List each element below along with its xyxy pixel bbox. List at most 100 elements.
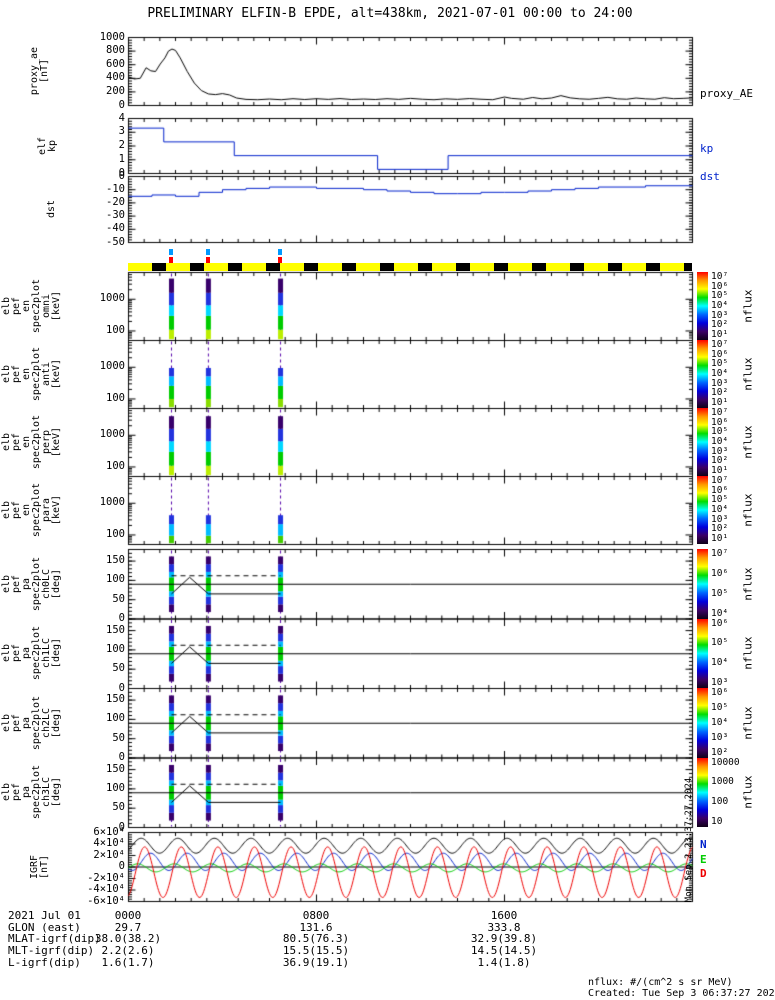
igrf-e-label: E bbox=[700, 853, 707, 866]
colorbar-tick-label: 10⁷ bbox=[711, 339, 729, 350]
colorbar-tick-label: 10⁷ bbox=[711, 271, 729, 282]
y-tick-label: 1 bbox=[118, 152, 125, 165]
colorbar-tick-label: 10³ bbox=[711, 445, 729, 457]
row-label: GLON (east) bbox=[8, 921, 81, 934]
y-tick-label: 4×10⁴ bbox=[93, 837, 125, 849]
colorbar-nflux-label: nflux bbox=[741, 636, 755, 670]
event-tick-blue bbox=[278, 249, 283, 255]
y-tick-label: 50 bbox=[112, 731, 125, 744]
y-tick-label: 2 bbox=[118, 139, 125, 151]
y-tick-label: 600 bbox=[106, 57, 125, 70]
colorbar-tick-label: 10000 bbox=[711, 756, 740, 768]
row-label: L-igrf(dip) bbox=[8, 956, 81, 969]
y-tick-label: 1000 bbox=[99, 360, 125, 373]
y-tick-label: -4×10⁴ bbox=[87, 883, 125, 895]
colorbar-tick-label: 10⁵ bbox=[711, 701, 729, 713]
colorbar-nflux-label: nflux bbox=[741, 775, 755, 809]
y-tick-label: -20 bbox=[106, 195, 125, 208]
colorbar-en_anti bbox=[697, 340, 708, 408]
y-tick-label: 100 bbox=[106, 573, 125, 586]
y-tick-label: 150 bbox=[106, 762, 125, 775]
y-tick-label: 100 bbox=[106, 323, 125, 336]
event-tick-red bbox=[205, 257, 210, 263]
row-label: MLT-igrf(dip) bbox=[8, 944, 95, 957]
colorbar-tick-label: 10³ bbox=[711, 513, 729, 525]
y-tick-label: 150 bbox=[106, 554, 125, 567]
colorbar-pa_ch3LC bbox=[697, 757, 708, 827]
colorbar-tick-label: 10⁴ bbox=[711, 300, 729, 311]
colorbar-tick-label: 10⁶ bbox=[711, 484, 729, 496]
y-tick-label: 0 bbox=[118, 751, 125, 763]
colorbar-tick-label: 10⁴ bbox=[711, 657, 729, 669]
y-tick-label: 800 bbox=[106, 44, 125, 57]
colorbar-nflux-label: nflux bbox=[741, 567, 755, 601]
colorbar-tick-label: 10² bbox=[711, 746, 729, 758]
colorbar-tick-label: 10¹ bbox=[711, 329, 729, 340]
colorbar-nflux-label: nflux bbox=[741, 357, 755, 391]
colorbar-tick-label: 10⁵ bbox=[711, 494, 729, 506]
y-tick-label: 100 bbox=[106, 781, 125, 794]
kp-right-label: kp bbox=[700, 142, 714, 155]
y-tick-label: 6×10⁴ bbox=[93, 825, 125, 838]
y-tick-label: 150 bbox=[106, 623, 125, 636]
colorbar-tick-label: 10⁵ bbox=[711, 637, 729, 649]
y-tick-label: 1000 bbox=[99, 496, 125, 509]
event-tick-red bbox=[278, 257, 283, 263]
colorbar-tick-label: 10² bbox=[711, 387, 729, 399]
colorbar-tick-label: 10¹ bbox=[711, 465, 729, 476]
colorbar-tick-label: 10² bbox=[711, 455, 729, 467]
event-tick-red bbox=[169, 257, 173, 263]
created-timestamp: Created: Tue Sep 3 06:37:27 2024 bbox=[588, 988, 775, 999]
colorbar-pa_ch0LC bbox=[697, 549, 708, 619]
colorbar-tick-label: 10¹ bbox=[711, 533, 729, 544]
y-tick-label: -2×10⁴ bbox=[87, 871, 125, 884]
y-tick-label: 0 bbox=[118, 612, 125, 624]
y-tick-label: 400 bbox=[106, 71, 125, 84]
colorbar-nflux-label: nflux bbox=[741, 425, 755, 459]
colorbar-tick-label: 10⁶ bbox=[711, 567, 729, 579]
y-tick-label: -6×10⁴ bbox=[87, 894, 125, 907]
event-tick-blue bbox=[169, 249, 173, 255]
colorbar-tick-label: 10⁵ bbox=[711, 426, 729, 438]
colorbar-tick-label: 10⁵ bbox=[711, 290, 729, 302]
colorbar-pa_ch2LC bbox=[697, 688, 708, 758]
colorbar-tick-label: 10³ bbox=[711, 309, 729, 321]
igrf-n-label: N bbox=[700, 838, 707, 851]
y-tick-label: 0 bbox=[118, 860, 125, 872]
y-tick-label: 200 bbox=[106, 84, 125, 97]
y-tick-label: 0 bbox=[118, 166, 125, 179]
colorbar-en_para bbox=[697, 476, 708, 544]
colorbar-tick-label: 10⁵ bbox=[711, 587, 729, 599]
colorbar-tick-label: 10⁷ bbox=[711, 548, 729, 559]
plot-title: PRELIMINARY ELFIN-B EPDE, alt=438km, 202… bbox=[147, 6, 633, 21]
colorbar-nflux-label: nflux bbox=[741, 289, 755, 323]
y-tick-label: 0 bbox=[118, 681, 125, 694]
y-tick-label: -10 bbox=[106, 182, 125, 195]
colorbar-nflux-label: nflux bbox=[741, 706, 755, 740]
y-tick-label: 100 bbox=[106, 712, 125, 725]
y-tick-label: 1000 bbox=[99, 292, 125, 305]
y-tick-label: 150 bbox=[106, 693, 125, 706]
units-note: nflux: #/(cm^2 s sr MeV) bbox=[588, 977, 733, 988]
colorbar-tick-label: 100 bbox=[711, 796, 729, 808]
colorbar-tick-label: 10⁶ bbox=[711, 617, 729, 629]
colorbar-tick-label: 10⁶ bbox=[711, 348, 729, 360]
dst-right-label: dst bbox=[700, 170, 720, 183]
colorbar-tick-label: 10⁵ bbox=[711, 358, 729, 370]
y-tick-label: 100 bbox=[106, 642, 125, 655]
colorbar-en_omni bbox=[697, 272, 708, 340]
proxy-ae-right-label: proxy_AE bbox=[700, 87, 753, 100]
colorbar-nflux-label: nflux bbox=[741, 493, 755, 527]
colorbar-tick-label: 10⁴ bbox=[711, 504, 729, 515]
y-tick-label: 1000 bbox=[99, 30, 125, 43]
event-tick-blue bbox=[205, 249, 210, 255]
y-tick-label: 50 bbox=[112, 801, 125, 814]
colorbar-tick-label: 10⁷ bbox=[711, 475, 729, 486]
y-tick-label: 0 bbox=[118, 820, 125, 833]
y-tick-label: 1000 bbox=[99, 428, 125, 441]
y-tick-label: -40 bbox=[106, 222, 125, 235]
colorbar-tick-label: 1000 bbox=[711, 776, 734, 788]
y-tick-label: 2×10⁴ bbox=[93, 848, 125, 861]
colorbar-tick-label: 10⁴ bbox=[711, 607, 729, 619]
